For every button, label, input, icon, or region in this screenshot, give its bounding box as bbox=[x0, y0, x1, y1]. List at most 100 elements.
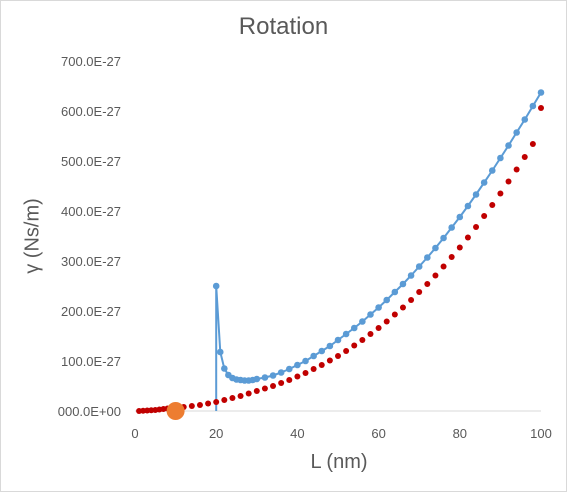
data-point bbox=[216, 348, 224, 356]
data-point bbox=[432, 244, 439, 252]
data-point bbox=[489, 202, 496, 208]
data-point bbox=[310, 366, 317, 372]
data-point bbox=[310, 352, 317, 360]
data-point bbox=[448, 224, 455, 231]
data-point bbox=[432, 272, 439, 279]
data-point bbox=[505, 142, 512, 149]
data-point bbox=[440, 234, 447, 242]
data-point bbox=[408, 297, 415, 303]
highlight-point bbox=[166, 402, 185, 420]
data-point bbox=[334, 336, 342, 344]
y-tick-label: 700.0E-27 bbox=[61, 54, 121, 69]
data-point bbox=[367, 311, 374, 318]
data-point bbox=[359, 318, 366, 325]
data-point bbox=[383, 318, 390, 325]
data-point bbox=[302, 370, 309, 376]
data-point bbox=[513, 166, 520, 173]
y-tick-label: 200.0E-27 bbox=[61, 304, 121, 319]
data-point bbox=[196, 402, 203, 408]
x-axis-label: L (nm) bbox=[310, 451, 368, 473]
data-point bbox=[464, 202, 472, 210]
data-point bbox=[529, 141, 536, 147]
data-point bbox=[285, 365, 293, 373]
data-point bbox=[383, 296, 391, 304]
data-point bbox=[505, 178, 512, 185]
data-point bbox=[391, 288, 399, 296]
data-point bbox=[537, 89, 545, 96]
y-axis-label: γ (Ns/m) bbox=[21, 198, 44, 274]
data-point bbox=[513, 129, 520, 136]
data-point bbox=[351, 342, 358, 349]
data-point bbox=[261, 385, 268, 392]
data-point bbox=[375, 304, 382, 311]
data-point bbox=[350, 324, 358, 332]
data-point bbox=[424, 281, 431, 287]
data-point bbox=[473, 224, 480, 230]
data-point bbox=[213, 399, 220, 405]
data-point bbox=[229, 395, 236, 401]
data-point bbox=[343, 348, 350, 354]
data-point bbox=[318, 362, 325, 368]
data-point bbox=[497, 190, 504, 197]
data-point bbox=[294, 373, 301, 380]
data-point bbox=[488, 167, 496, 174]
data-point bbox=[521, 116, 529, 123]
data-point bbox=[391, 311, 398, 318]
data-point bbox=[326, 342, 334, 350]
data-point bbox=[269, 372, 277, 379]
data-point bbox=[221, 397, 228, 403]
data-point bbox=[480, 179, 488, 186]
y-tick-label: 600.0E-27 bbox=[61, 104, 121, 119]
data-point bbox=[521, 154, 528, 160]
data-point bbox=[399, 280, 407, 288]
x-tick-label: 60 bbox=[371, 426, 385, 441]
data-point bbox=[278, 380, 285, 386]
data-point bbox=[407, 272, 415, 279]
y-tick-label: 300.0E-27 bbox=[61, 254, 121, 269]
data-point bbox=[261, 374, 269, 381]
y-tick-label: 400.0E-27 bbox=[61, 204, 121, 219]
data-point bbox=[359, 337, 366, 343]
data-point bbox=[440, 263, 447, 270]
data-point bbox=[318, 347, 326, 355]
data-point bbox=[188, 403, 195, 409]
x-tick-label: 100 bbox=[530, 426, 552, 441]
data-point bbox=[472, 191, 480, 198]
y-tick-label: 100.0E-27 bbox=[61, 354, 121, 369]
data-point bbox=[456, 244, 463, 251]
data-point bbox=[253, 375, 261, 383]
data-point bbox=[253, 388, 260, 394]
data-point bbox=[294, 361, 301, 369]
data-point bbox=[416, 289, 423, 295]
data-point bbox=[326, 357, 333, 364]
x-tick-label: 0 bbox=[131, 426, 138, 441]
data-point bbox=[205, 400, 212, 407]
data-point bbox=[342, 330, 350, 338]
data-point bbox=[237, 393, 244, 399]
data-point bbox=[415, 263, 423, 270]
data-point bbox=[497, 154, 504, 162]
data-point bbox=[335, 353, 341, 359]
data-point bbox=[538, 105, 544, 111]
y-tick-label: 500.0E-27 bbox=[61, 154, 121, 169]
y-tick-label: 000.0E+00 bbox=[58, 404, 121, 419]
x-tick-label: 40 bbox=[290, 426, 304, 441]
data-point bbox=[481, 213, 488, 219]
data-point bbox=[270, 383, 277, 389]
data-point bbox=[464, 234, 471, 241]
data-point bbox=[529, 102, 537, 110]
data-point bbox=[277, 369, 285, 376]
data-point bbox=[375, 325, 382, 331]
data-point bbox=[367, 331, 374, 337]
data-point bbox=[245, 390, 252, 397]
data-point bbox=[456, 213, 464, 221]
data-point bbox=[302, 357, 309, 365]
x-tick-label: 80 bbox=[453, 426, 467, 441]
data-point bbox=[212, 282, 220, 290]
data-point bbox=[221, 365, 228, 372]
data-point bbox=[448, 254, 455, 260]
data-point bbox=[399, 304, 406, 311]
data-point bbox=[424, 254, 431, 261]
